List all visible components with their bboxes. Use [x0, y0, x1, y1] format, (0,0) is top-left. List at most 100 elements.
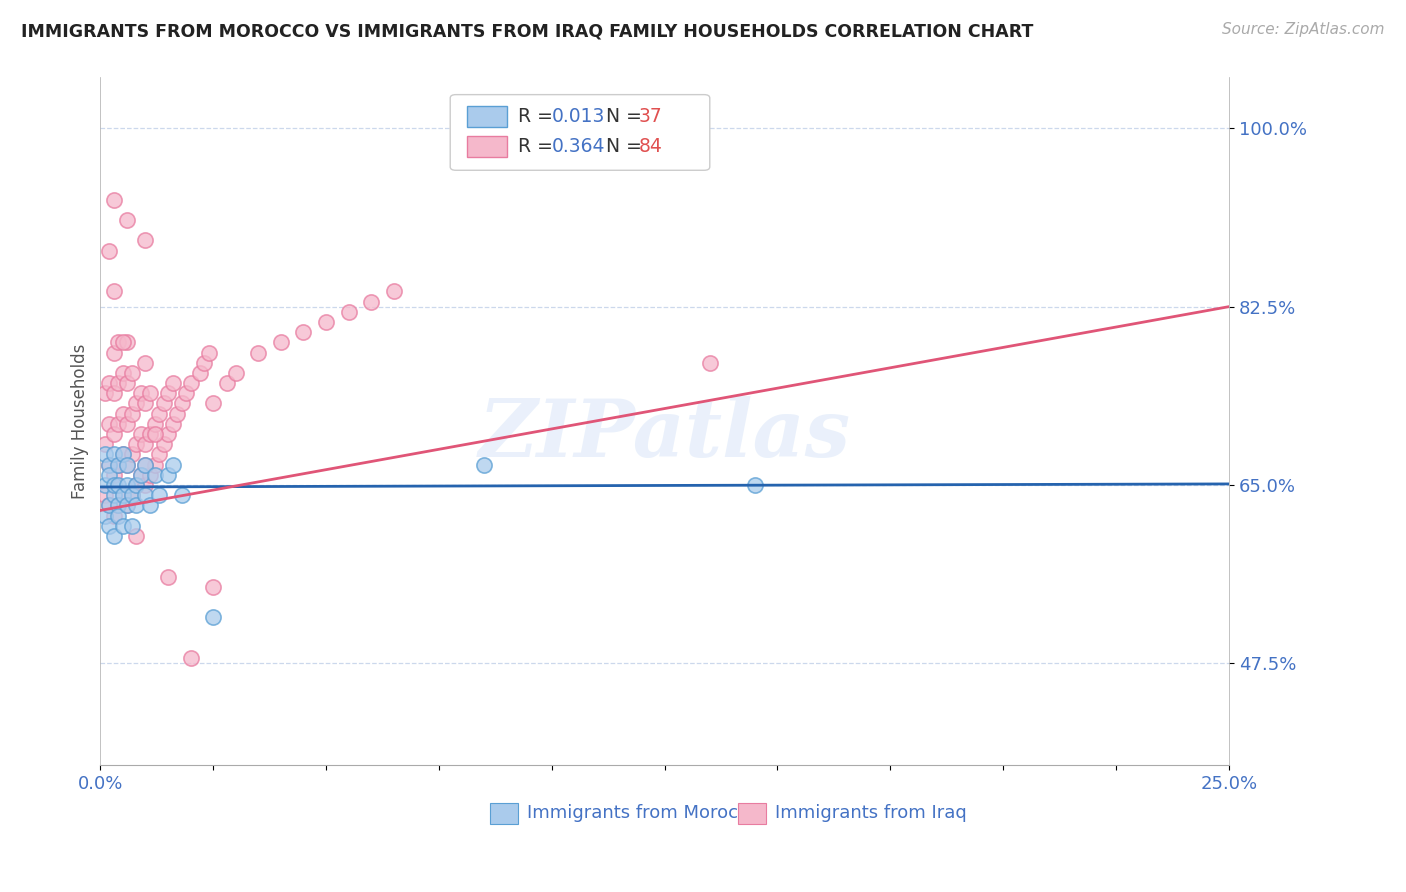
Point: [337, 304, 360, 318]
Point: [134, 458, 156, 472]
Point: [117, 478, 139, 492]
Point: [103, 345, 125, 359]
Point: [125, 478, 148, 492]
Point: [94, 447, 117, 461]
Text: N =: N =: [593, 136, 647, 156]
Point: [117, 417, 139, 431]
Point: [94, 437, 117, 451]
Text: 37: 37: [638, 107, 662, 126]
Point: [103, 447, 125, 461]
Point: [98, 518, 121, 533]
Point: [117, 376, 139, 390]
Point: [117, 458, 139, 472]
Point: [148, 407, 170, 421]
Text: N =: N =: [593, 107, 647, 126]
Point: [202, 396, 225, 410]
Point: [129, 427, 152, 442]
Point: [94, 488, 117, 502]
FancyBboxPatch shape: [738, 803, 766, 823]
Point: [103, 508, 125, 523]
Point: [270, 335, 292, 350]
Point: [744, 478, 766, 492]
Point: [117, 458, 139, 472]
Point: [111, 488, 134, 502]
Point: [472, 458, 495, 472]
Point: [139, 467, 162, 482]
Point: [98, 244, 121, 258]
Point: [162, 376, 184, 390]
Point: [129, 467, 152, 482]
Point: [197, 345, 219, 359]
Point: [111, 407, 134, 421]
Point: [111, 335, 134, 350]
Point: [139, 386, 162, 401]
Text: Source: ZipAtlas.com: Source: ZipAtlas.com: [1222, 22, 1385, 37]
Point: [107, 498, 129, 512]
Point: [143, 427, 166, 442]
Point: [180, 376, 202, 390]
Point: [125, 396, 148, 410]
Point: [107, 498, 129, 512]
Point: [166, 407, 188, 421]
FancyBboxPatch shape: [450, 95, 710, 170]
Point: [107, 458, 129, 472]
Point: [134, 437, 156, 451]
Point: [215, 376, 238, 390]
Point: [129, 386, 152, 401]
Point: [98, 498, 121, 512]
Point: [143, 458, 166, 472]
Point: [103, 427, 125, 442]
Point: [188, 366, 211, 380]
Text: IMMIGRANTS FROM MOROCCO VS IMMIGRANTS FROM IRAQ FAMILY HOUSEHOLDS CORRELATION CH: IMMIGRANTS FROM MOROCCO VS IMMIGRANTS FR…: [21, 22, 1033, 40]
Point: [121, 488, 143, 502]
Point: [382, 285, 405, 299]
Point: [134, 478, 156, 492]
Point: [121, 488, 143, 502]
Point: [360, 294, 382, 309]
Point: [129, 467, 152, 482]
Point: [98, 498, 121, 512]
Point: [117, 213, 139, 227]
Point: [98, 417, 121, 431]
Point: [139, 427, 162, 442]
Point: [152, 437, 174, 451]
FancyBboxPatch shape: [489, 803, 517, 823]
Point: [107, 508, 129, 523]
Text: R =: R =: [517, 136, 558, 156]
Point: [94, 508, 117, 523]
Y-axis label: Family Households: Family Households: [72, 343, 89, 499]
Point: [225, 366, 247, 380]
Point: [157, 427, 180, 442]
Point: [107, 417, 129, 431]
Point: [143, 417, 166, 431]
Point: [111, 366, 134, 380]
Point: [117, 498, 139, 512]
Point: [117, 498, 139, 512]
Point: [134, 458, 156, 472]
Point: [98, 458, 121, 472]
Point: [202, 580, 225, 594]
Point: [139, 498, 162, 512]
Point: [98, 458, 121, 472]
Point: [134, 488, 156, 502]
Text: 0.364: 0.364: [551, 136, 605, 156]
Point: [103, 285, 125, 299]
Point: [121, 488, 143, 502]
Point: [134, 396, 156, 410]
Point: [111, 518, 134, 533]
Point: [107, 458, 129, 472]
Point: [174, 386, 197, 401]
Point: [98, 376, 121, 390]
Text: 0.013: 0.013: [551, 107, 605, 126]
Point: [170, 488, 193, 502]
Point: [125, 437, 148, 451]
Point: [121, 407, 143, 421]
Point: [134, 234, 156, 248]
Point: [98, 467, 121, 482]
Point: [111, 447, 134, 461]
Point: [134, 356, 156, 370]
FancyBboxPatch shape: [467, 136, 506, 156]
Point: [121, 447, 143, 461]
Point: [125, 529, 148, 543]
Point: [117, 335, 139, 350]
